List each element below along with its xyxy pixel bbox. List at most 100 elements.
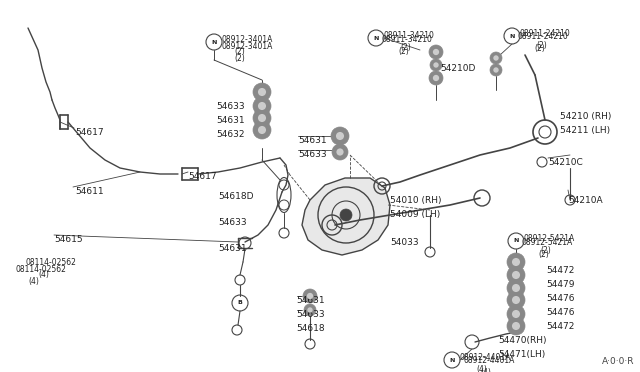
Text: (2): (2) <box>234 54 244 63</box>
Text: (2): (2) <box>234 47 244 56</box>
Circle shape <box>512 284 520 292</box>
Circle shape <box>507 266 525 284</box>
Text: 54476: 54476 <box>546 308 575 317</box>
Text: 54617: 54617 <box>75 128 104 137</box>
Circle shape <box>340 209 352 221</box>
Circle shape <box>433 62 438 68</box>
Circle shape <box>337 148 344 155</box>
Circle shape <box>253 97 271 115</box>
Text: 08114-02562: 08114-02562 <box>26 258 77 267</box>
Text: 54617: 54617 <box>188 172 216 181</box>
Text: (2): (2) <box>540 246 551 255</box>
Text: 08114-02562: 08114-02562 <box>16 265 67 274</box>
Text: (4): (4) <box>38 270 49 279</box>
Circle shape <box>307 307 313 313</box>
Text: 08911-24210: 08911-24210 <box>518 32 569 41</box>
Circle shape <box>507 279 525 297</box>
Text: 08912-5421A: 08912-5421A <box>524 234 575 243</box>
Circle shape <box>512 271 520 279</box>
Text: 54210C: 54210C <box>548 158 583 167</box>
Circle shape <box>507 253 525 271</box>
Circle shape <box>433 49 439 55</box>
Text: 08912-3401A: 08912-3401A <box>222 42 273 51</box>
Text: 54010 (RH): 54010 (RH) <box>390 196 442 205</box>
Circle shape <box>332 144 348 160</box>
Text: 54633: 54633 <box>298 150 326 159</box>
Circle shape <box>253 109 271 127</box>
Circle shape <box>507 305 525 323</box>
Text: 08912-4401A: 08912-4401A <box>460 353 511 362</box>
Text: 08912-4401A: 08912-4401A <box>464 356 515 365</box>
Circle shape <box>253 121 271 139</box>
Text: 54210A: 54210A <box>568 196 603 205</box>
Circle shape <box>490 64 502 76</box>
Text: 54633: 54633 <box>296 310 324 319</box>
Text: 54633: 54633 <box>218 218 246 227</box>
Circle shape <box>433 75 439 81</box>
Text: N: N <box>211 39 217 45</box>
Circle shape <box>258 102 266 110</box>
Circle shape <box>507 317 525 335</box>
Text: 54618D: 54618D <box>218 192 253 201</box>
Text: 54631: 54631 <box>218 244 246 253</box>
Text: N: N <box>509 33 515 38</box>
Text: 08911-34210: 08911-34210 <box>382 35 433 44</box>
Text: 54009 (LH): 54009 (LH) <box>390 210 440 219</box>
Text: (2): (2) <box>398 47 409 56</box>
Circle shape <box>512 296 520 304</box>
Text: (4): (4) <box>28 277 39 286</box>
Circle shape <box>430 59 442 71</box>
Circle shape <box>331 127 349 145</box>
Circle shape <box>512 322 520 330</box>
Text: N: N <box>513 238 518 244</box>
Text: 54471(LH): 54471(LH) <box>498 350 545 359</box>
Text: 08912-5421A: 08912-5421A <box>522 238 573 247</box>
Text: B: B <box>237 301 243 305</box>
Circle shape <box>307 293 313 299</box>
Text: 54631: 54631 <box>298 136 326 145</box>
Circle shape <box>304 304 316 316</box>
Text: 54211 (LH): 54211 (LH) <box>560 126 610 135</box>
Text: 54631: 54631 <box>296 296 324 305</box>
Text: 54210 (RH): 54210 (RH) <box>560 112 611 121</box>
Circle shape <box>490 52 502 64</box>
Text: (2): (2) <box>400 43 411 52</box>
Circle shape <box>493 67 499 73</box>
Text: 54615: 54615 <box>54 235 83 244</box>
Text: 54611: 54611 <box>75 187 104 196</box>
Text: (2): (2) <box>534 44 545 53</box>
Text: 54479: 54479 <box>546 280 575 289</box>
Circle shape <box>336 132 344 140</box>
Text: 54210D: 54210D <box>440 64 476 73</box>
Circle shape <box>303 289 317 303</box>
Text: (4): (4) <box>476 365 487 372</box>
Text: N: N <box>373 35 379 41</box>
Text: 54470(RH): 54470(RH) <box>498 336 547 345</box>
Text: 08911-34210: 08911-34210 <box>384 31 435 40</box>
Text: 08912-3401A: 08912-3401A <box>222 35 273 44</box>
Text: 54633: 54633 <box>216 102 244 111</box>
Circle shape <box>429 45 443 59</box>
Text: 08911-24210: 08911-24210 <box>520 29 571 38</box>
Circle shape <box>512 310 520 318</box>
Text: A·0·0·R: A·0·0·R <box>602 357 634 366</box>
Text: (2): (2) <box>536 41 547 50</box>
Text: (2): (2) <box>538 250 548 259</box>
Polygon shape <box>302 178 390 255</box>
Text: 54472: 54472 <box>546 322 574 331</box>
Circle shape <box>258 88 266 96</box>
Circle shape <box>253 83 271 101</box>
Text: 54033: 54033 <box>390 238 419 247</box>
Text: 54632: 54632 <box>216 130 244 139</box>
Text: 54618: 54618 <box>296 324 324 333</box>
Text: 54472: 54472 <box>546 266 574 275</box>
Circle shape <box>258 114 266 122</box>
Circle shape <box>512 258 520 266</box>
Text: 54476: 54476 <box>546 294 575 303</box>
Circle shape <box>429 71 443 85</box>
Circle shape <box>507 291 525 309</box>
Text: N: N <box>449 357 454 362</box>
Circle shape <box>493 55 499 61</box>
Text: (4): (4) <box>480 368 491 372</box>
Text: 54631: 54631 <box>216 116 244 125</box>
